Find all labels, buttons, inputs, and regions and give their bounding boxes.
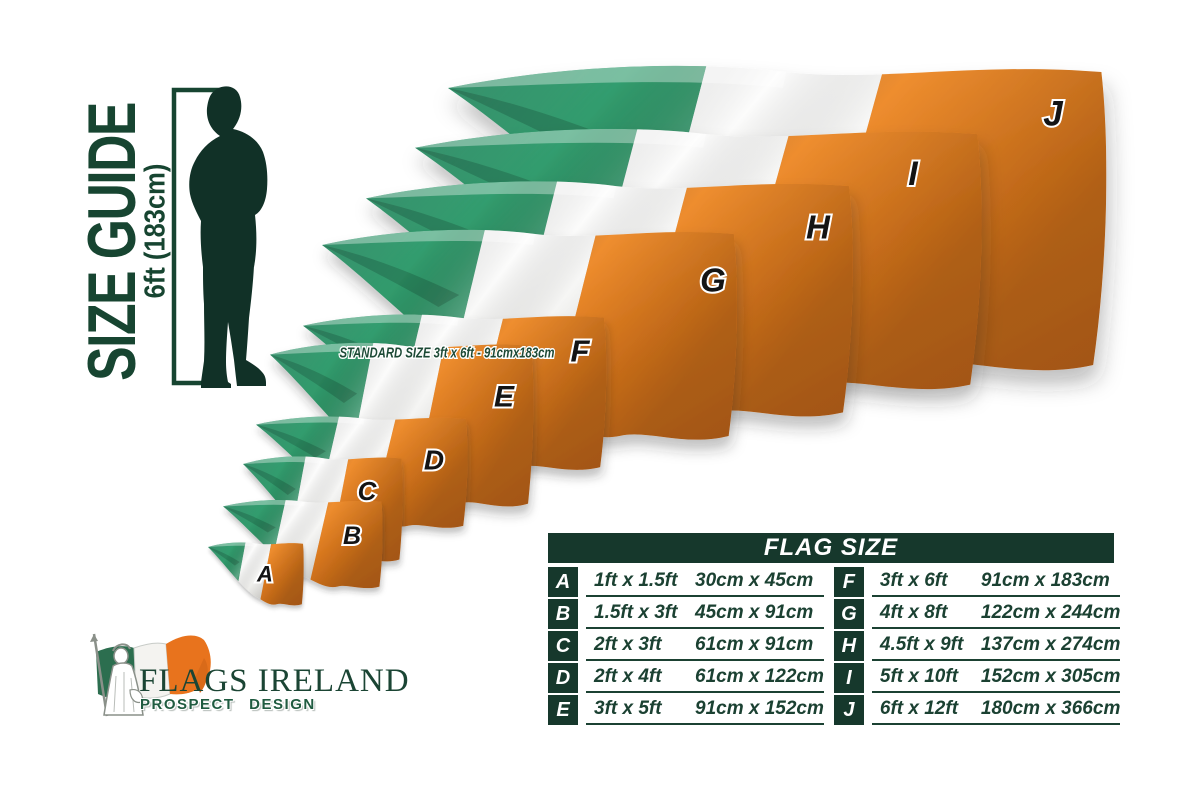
size-cm: 61cm x 91cm (695, 634, 814, 655)
table-row: A 1ft x 1.5ft 30cm x 45cm (548, 567, 824, 597)
logo-statue-icon (90, 633, 144, 717)
table-row: J 6ft x 12ft 180cm x 366cm (833, 695, 1121, 725)
size-ft: 2ft x 4ft (594, 666, 662, 687)
size-ft: 1ft x 1.5ft (594, 570, 678, 591)
height-bracket (171, 87, 222, 386)
size-values: 4ft x 8ft 122cm x 244cm (871, 599, 1121, 629)
logo-subtitle: PROSPECT DESIGN (140, 696, 316, 713)
size-values: 6ft x 12ft 180cm x 366cm (871, 695, 1121, 725)
size-cm: 152cm x 305cm (980, 666, 1121, 687)
size-ft: 3ft x 6ft (879, 570, 948, 591)
table-row: H 4.5ft x 9ft 137cm x 274cm (833, 631, 1121, 661)
flag-label-d: D (424, 445, 444, 476)
size-letter: J (833, 695, 864, 725)
table-column-right: F 3ft x 6ft 91cm x 183cm G 4ft x 8ft 122cm x … (833, 567, 1121, 727)
page-title: SIZE GUIDE (74, 103, 150, 381)
flag-label-f: F (571, 334, 591, 369)
size-letter: F (833, 567, 864, 597)
flag-label-e: E (494, 381, 515, 414)
size-ft: 1.5ft x 3ft (594, 602, 678, 623)
table-body: A 1ft x 1.5ft 30cm x 45cm B 1.5ft x 3ft 45cm … (548, 567, 1121, 727)
size-ft: 4ft x 8ft (879, 602, 948, 623)
size-letter: A (548, 567, 578, 597)
flag-label-c: C (358, 476, 378, 506)
size-cm: 45cm x 91cm (695, 602, 814, 623)
table-row: I 5ft x 10ft 152cm x 305cm (833, 663, 1121, 693)
size-values: 3ft x 5ft 91cm x 152cm (586, 695, 824, 725)
size-letter: D (548, 663, 578, 693)
size-letter: B (548, 599, 578, 629)
table-row: D 2ft x 4ft 61cm x 122cm (548, 663, 824, 693)
size-values: 2ft x 3ft 61cm x 91cm (586, 631, 824, 661)
size-letter: C (548, 631, 578, 661)
size-cm: 137cm x 274cm (980, 634, 1121, 655)
size-values: 1ft x 1.5ft 30cm x 45cm (586, 567, 824, 597)
size-ft: 6ft x 12ft (879, 698, 959, 719)
table-row: C 2ft x 3ft 61cm x 91cm (548, 631, 824, 661)
table-row: B 1.5ft x 3ft 45cm x 91cm (548, 599, 824, 629)
flag-label-b: B (343, 522, 361, 550)
size-values: 5ft x 10ft 152cm x 305cm (871, 663, 1121, 693)
size-ft: 3ft x 5ft (594, 698, 662, 719)
person-silhouette (189, 86, 268, 388)
size-values: 4.5ft x 9ft 137cm x 274cm (871, 631, 1121, 661)
flag-label-a: A (256, 562, 273, 587)
size-values: 1.5ft x 3ft 45cm x 91cm (586, 599, 824, 629)
person-height-label: 6ft (183cm) (139, 163, 172, 299)
table-row: E 3ft x 5ft 91cm x 152cm (548, 695, 824, 725)
table-row: F 3ft x 6ft 91cm x 183cm (833, 567, 1121, 597)
flag-size-table: FLAG SIZE A 1ft x 1.5ft 30cm x 45cm B 1.5ft … (548, 533, 1121, 727)
size-cm: 30cm x 45cm (695, 570, 814, 591)
size-values: 2ft x 4ft 61cm x 122cm (586, 663, 824, 693)
size-cm: 122cm x 244cm (980, 602, 1121, 623)
flag-label-i: I (908, 155, 919, 193)
flag-label-j: J (1043, 95, 1064, 134)
standard-size-annotation: STANDARD SIZE 3ft x 6ft - 91cmx183cm (340, 345, 555, 362)
size-ft: 5ft x 10ft (879, 666, 959, 687)
flag-label-h: H (806, 209, 831, 246)
size-letter: H (833, 631, 864, 661)
table-row: G 4ft x 8ft 122cm x 244cm (833, 599, 1121, 629)
size-cm: 61cm x 122cm (695, 666, 824, 687)
logo-graphic (90, 633, 211, 717)
table-title: FLAG SIZE (548, 533, 1114, 563)
size-letter: G (833, 599, 864, 629)
size-letter: E (548, 695, 578, 725)
size-letter: I (833, 663, 864, 693)
size-ft: 4.5ft x 9ft (879, 634, 964, 655)
flag-label-g: G (700, 262, 726, 299)
size-values: 3ft x 6ft 91cm x 183cm (871, 567, 1121, 597)
size-cm: 91cm x 183cm (980, 570, 1110, 591)
size-cm: 91cm x 152cm (695, 698, 824, 719)
table-column-left: A 1ft x 1.5ft 30cm x 45cm B 1.5ft x 3ft 45cm … (548, 567, 824, 727)
size-ft: 2ft x 3ft (594, 634, 662, 655)
logo-title: FLAGS IRELAND (139, 663, 410, 699)
size-cm: 180cm x 366cm (980, 698, 1121, 719)
